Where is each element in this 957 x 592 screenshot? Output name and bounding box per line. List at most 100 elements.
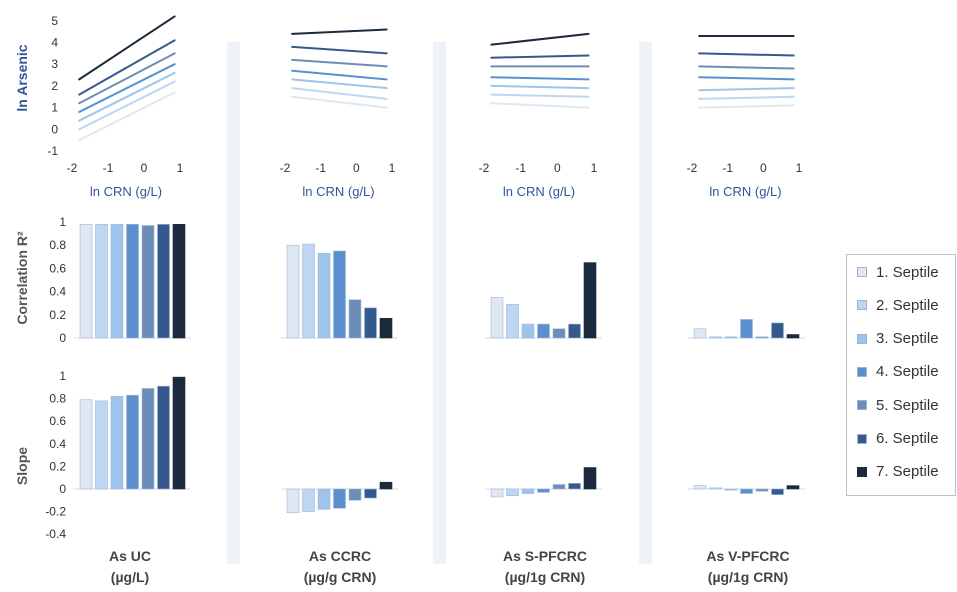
bottom-row-bar-panel2-septile-2 — [302, 488, 315, 512]
top-x-tick: -2 — [479, 161, 490, 175]
legend-label: 7. Septile — [876, 463, 939, 481]
correlation-bar-panels: 0 0.2 0.4 0.6 0.8 1 Correlation R² — [14, 215, 805, 345]
top-x-tick: 0 — [760, 161, 767, 175]
legend-item-septile-3: 3. Septile — [857, 328, 939, 350]
bottom-row-bar-panel1-septile-5 — [141, 388, 155, 490]
bottom-row-bar-panel3-septile-6 — [568, 483, 581, 490]
middle-row-bar-panel3-septile-6 — [568, 323, 581, 339]
line-panel4-septile-2 — [698, 95, 795, 100]
bottom-row-y-title: Slope — [14, 447, 30, 485]
bottom-row-bar-panel1-septile-2 — [95, 400, 108, 490]
top-x-title: ln CRN (g/L) — [302, 184, 374, 199]
line-panel4-septile-5 — [698, 65, 795, 70]
top-x-tick: 1 — [177, 161, 184, 175]
bottom-row-y-tick: -0.4 — [45, 527, 66, 541]
top-y-tick: 5 — [51, 14, 58, 28]
bottom-row-bar-panel2-septile-3 — [317, 488, 331, 510]
middle-row-y-tick: 0.6 — [49, 261, 66, 275]
middle-row-bar-panel4-septile-5 — [755, 336, 769, 339]
line-panel3-septile-6 — [490, 54, 590, 59]
legend-item-septile-2: 2. Septile — [857, 294, 939, 316]
legend-label: 3. Septile — [876, 330, 939, 348]
legend-label: 6. Septile — [876, 430, 939, 447]
line-panel4-septile-3 — [698, 87, 795, 92]
top-y-tick: 2 — [51, 79, 58, 93]
middle-row-bar-panel2-septile-3 — [317, 253, 331, 339]
legend-label: 5. Septile — [876, 396, 939, 414]
bottom-row-bar-panel4-septile-6 — [771, 488, 784, 495]
bottom-row-bar-panel2-septile-7 — [379, 481, 393, 490]
column-title-1: As UC — [109, 548, 151, 564]
middle-row-y-tick: 0.8 — [49, 238, 66, 252]
middle-row-bar-panel1-septile-4 — [126, 224, 139, 339]
line-panel4-septile-4 — [698, 76, 795, 81]
line-panel3-septile-2 — [490, 93, 590, 98]
slope-bar-panels: -0.4 -0.2 0 0.2 0.4 0.6 0.8 1 Slope — [14, 369, 805, 541]
ln-arsenic-line-panels: -1 0 1 2 3 4 5 ln Arsenic -2 -1 0 1 ln CRN (g/L) -2 -1… — [14, 14, 803, 199]
top-y-tick: -1 — [47, 144, 58, 158]
column-band-2 — [433, 42, 446, 564]
line-panel3-septile-1 — [490, 102, 590, 109]
top-x-tick: -1 — [515, 161, 526, 175]
legend-swatch — [857, 433, 867, 444]
top-x-title: ln CRN (g/L) — [503, 184, 575, 199]
legend-item-septile-5: 5. Septile — [857, 394, 939, 416]
bottom-row-y-tick: 0.6 — [49, 414, 66, 428]
bottom-row-y-tick: 0.2 — [49, 459, 66, 473]
middle-row-bar-panel4-septile-7 — [786, 334, 800, 339]
bottom-row-bar-panel2-septile-5 — [348, 488, 362, 501]
bottom-row-bar-panel3-septile-4 — [537, 488, 550, 493]
middle-row-bar-panel2-septile-1 — [286, 244, 300, 339]
line-panel2-septile-3 — [291, 78, 388, 90]
top-x-tick: -1 — [722, 161, 733, 175]
middle-row-bar-panel3-septile-2 — [506, 304, 519, 339]
middle-row-bar-panel2-septile-2 — [302, 243, 315, 339]
line-panel2-septile-7 — [291, 28, 388, 35]
top-x-tick: 0 — [141, 161, 148, 175]
top-x-tick: -2 — [687, 161, 698, 175]
column-subtitle-1: (µg/L) — [111, 569, 149, 585]
bottom-row-bar-panel2-septile-6 — [364, 488, 377, 499]
column-band-3 — [639, 42, 652, 564]
bottom-row-bar-panel2-septile-4 — [333, 488, 346, 509]
legend-swatch — [857, 400, 867, 411]
middle-row-y-tick: 0 — [59, 331, 66, 345]
column-subtitle-4: (µg/1g CRN) — [708, 569, 788, 585]
column-band-1 — [227, 42, 240, 564]
bottom-row-bar-panel3-septile-7 — [583, 467, 597, 490]
legend-swatch — [857, 333, 867, 344]
middle-row-bar-panel1-septile-3 — [110, 224, 124, 339]
bottom-row-bar-panel4-septile-3 — [724, 488, 738, 491]
bottom-row-bar-panel1-septile-3 — [110, 396, 124, 490]
middle-row-bar-panel2-septile-6 — [364, 307, 377, 339]
top-y-title: ln Arsenic — [14, 44, 30, 111]
bottom-row-bar-panel1-septile-7 — [172, 376, 186, 490]
middle-row-bar-panel4-septile-1 — [693, 328, 707, 339]
line-panel1-septile-1 — [78, 91, 176, 142]
line-panel1-septile-3 — [78, 71, 176, 122]
top-x-tick: -1 — [103, 161, 114, 175]
top-x-tick: 1 — [796, 161, 803, 175]
legend-swatch — [857, 466, 867, 477]
legend-swatch — [857, 366, 867, 377]
line-panel2-septile-6 — [291, 45, 388, 55]
bottom-row-bar-panel3-septile-1 — [490, 488, 504, 498]
bottom-row-y-tick: 0.8 — [49, 392, 66, 406]
legend-item-septile-1: 1. Septile — [857, 261, 939, 283]
line-panel2-septile-1 — [291, 95, 388, 109]
middle-row-y-tick: 0.2 — [49, 308, 66, 322]
middle-row-bar-panel3-septile-7 — [583, 262, 597, 339]
column-subtitle-2: (µg/g CRN) — [304, 569, 377, 585]
column-title-4: As V-PFCRC — [706, 548, 789, 564]
bottom-row-bar-panel1-septile-6 — [157, 385, 170, 490]
middle-row-bar-panel1-septile-7 — [172, 224, 186, 339]
middle-row-bar-panel2-septile-5 — [348, 299, 362, 339]
bottom-row-bar-panel4-septile-2 — [709, 487, 722, 490]
top-y-tick: 3 — [51, 57, 58, 71]
top-x-tick: 0 — [554, 161, 561, 175]
middle-row-bar-panel3-septile-1 — [490, 297, 504, 339]
middle-row-bar-panel3-septile-3 — [521, 323, 535, 339]
line-panel1-septile-2 — [78, 80, 176, 131]
legend-item-septile-6: 6. Septile — [857, 428, 939, 450]
